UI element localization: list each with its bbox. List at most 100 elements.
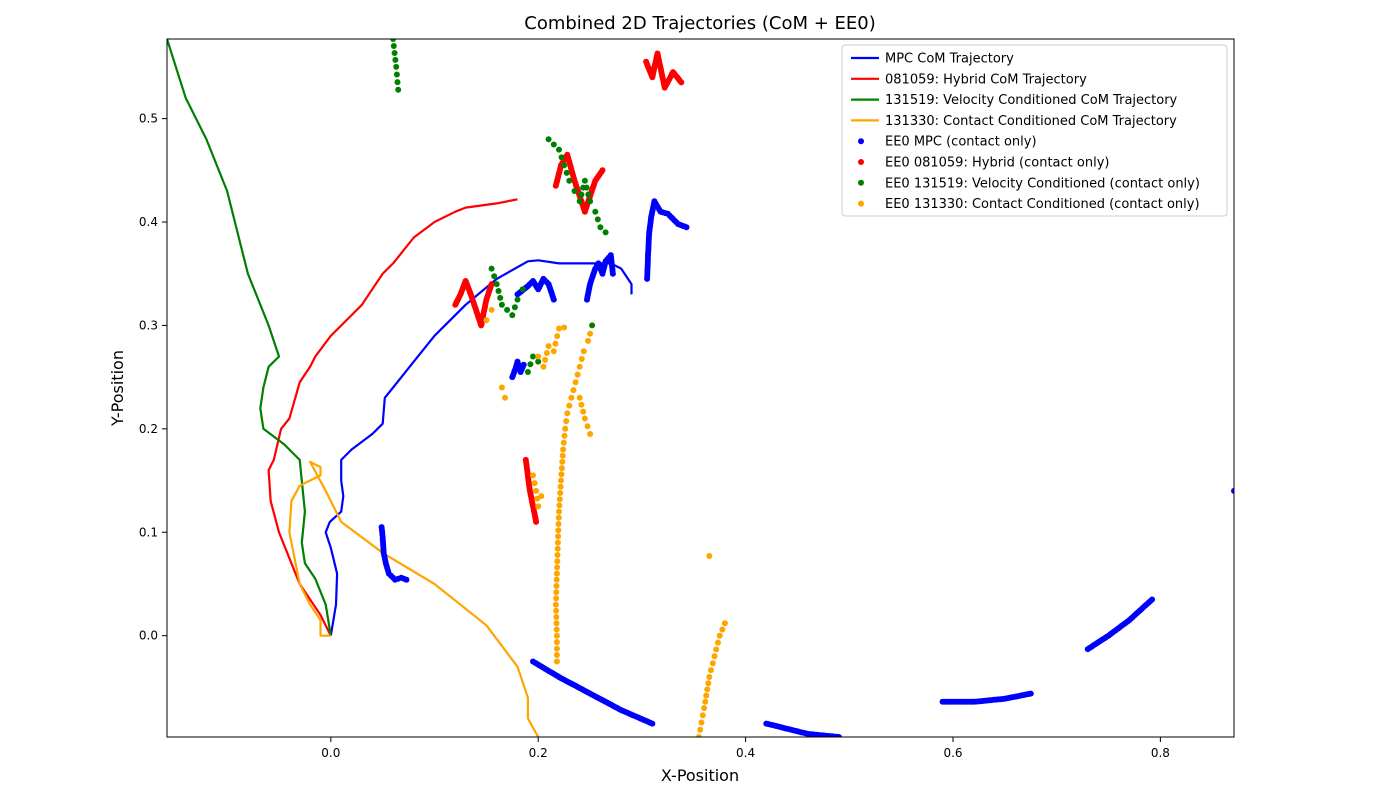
scatter-point [1027,690,1034,697]
chart-title: Combined 2D Trajectories (CoM + EE0) [524,13,875,34]
scatter-point [555,521,562,527]
scatter-point [553,620,560,627]
scatter-point [566,402,573,409]
scatter-point [554,333,561,340]
scatter-point [509,312,516,319]
scatter-point [716,632,723,639]
scatter-point [609,270,616,277]
scatter-point [581,177,588,184]
scatter-point [701,705,708,711]
scatter-point [540,363,547,370]
scatter-point [704,686,711,693]
scatter-point [533,487,540,494]
scatter-point [587,330,594,337]
scatter-point [587,431,594,437]
scatter-point [602,229,609,236]
scatter-point [556,146,562,153]
scatter-point [519,286,526,293]
scatter-point [558,154,565,161]
scatter-point [493,281,500,288]
legend-entry-label: MPC CoM Trajectory [885,52,1014,67]
scatter-point [556,508,562,515]
legend-entry-label: 131519: Velocity Conditioned CoM Traject… [885,93,1178,108]
scatter-point [599,167,606,174]
scatter-point [561,432,568,439]
y-tick-label: 0.5 [139,112,158,126]
scatter-point [555,514,562,521]
line-series-2 [167,39,332,636]
scatter-point [550,348,557,355]
scatter-point [543,350,550,356]
scatter-point [550,296,557,303]
scatter-point [702,698,709,705]
scatter-point [553,614,560,620]
scatter-point [488,265,495,272]
scatter-point [545,136,552,143]
x-tick-label: 0.4 [736,746,755,760]
scatter-point [578,356,585,362]
scatter-point [706,674,713,680]
scatter-point [556,502,563,509]
legend-box [841,44,1228,217]
scatter-point [583,184,590,191]
scatter-point [491,273,498,280]
scatter-point [554,552,561,558]
scatter-point [497,294,504,301]
scatter-point [553,583,560,589]
scatter-point [697,726,704,733]
scatter-point [553,658,560,665]
scatter-point [527,361,534,368]
scatter-point [394,79,401,86]
scatter-point [535,358,542,365]
scatter-point [511,304,518,311]
scatter-point [553,645,560,652]
scatter-point [545,343,552,350]
y-tick-label: 0.4 [139,215,158,229]
scatter-point [488,306,495,313]
scatter-point [592,208,599,215]
scatter-point [495,288,502,294]
scatter-point [555,533,562,540]
scatter-point [530,353,536,360]
legend-entry-label: EE0 131330: Contact Conditioned (contact… [885,197,1200,212]
scatter-point [550,141,557,148]
scatter-point [393,71,400,78]
scatter-point [553,570,560,577]
scatter-point [533,518,540,525]
scatter-point [713,646,720,653]
scatter-point [504,306,511,313]
y-tick-label: 0.3 [139,318,158,332]
legend-entry-label: 081059: Hybrid CoM Trajectory [885,72,1087,87]
scatter-point [708,667,714,674]
scatter-point [560,446,567,453]
scatter-point [556,325,562,332]
x-tick-label: 0.6 [943,746,962,760]
scatter-point [699,712,706,719]
y-axis-label: Y-Position [108,350,127,427]
scatter-point [535,353,542,360]
scatter-point [531,480,538,487]
legend-entry-label: 131330: Contact Conditioned CoM Trajecto… [885,114,1177,129]
y-tick-label: 0.2 [139,422,158,436]
scatter-point [1149,596,1156,603]
scatter-series-2 [390,39,609,375]
legend-entry-label: EE0 131519: Velocity Conditioned (contac… [885,176,1200,191]
scatter-point [572,379,579,386]
scatter-point [706,553,713,559]
scatter-point [594,216,601,223]
scatter-series-3 [483,306,728,737]
scatter-point [585,191,592,198]
scatter-point [553,576,560,583]
scatter-point [555,527,562,534]
scatter-point [558,471,565,478]
legend-entry-label: EE0 081059: Hybrid (contact only) [885,156,1109,171]
line-series-3 [288,460,540,737]
scatter-point [563,418,570,425]
scatter-point [553,589,560,596]
scatter-point [530,472,536,479]
scatter-point [553,652,560,658]
legend: MPC CoM Trajectory 081059: Hybrid CoM Tra… [841,44,1228,217]
scatter-point [562,425,569,432]
scatter-point [553,626,560,633]
scatter-point [574,371,581,378]
